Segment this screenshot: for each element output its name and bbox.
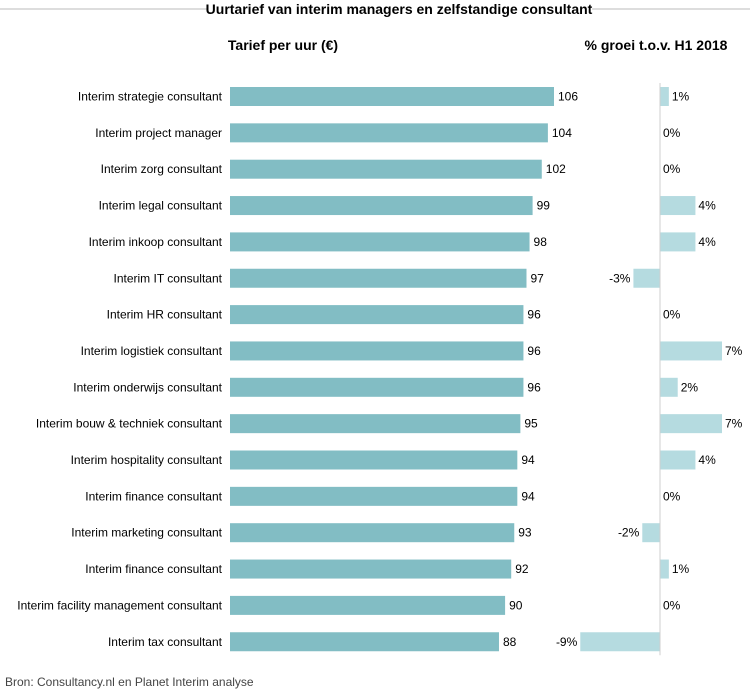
category-label: Interim IT consultant (114, 271, 223, 285)
category-label: Interim marketing consultant (71, 526, 222, 540)
growth-bar (660, 341, 722, 361)
growth-value-label: 7% (725, 417, 743, 431)
growth-value-label: 0% (663, 598, 681, 612)
growth-bar (642, 523, 660, 543)
growth-value-label: 4% (698, 453, 716, 467)
rate-bar (230, 123, 548, 143)
category-label: Interim project manager (95, 126, 222, 140)
rate-bar (230, 450, 518, 470)
rate-value-label: 90 (509, 598, 523, 612)
growth-value-label: 7% (725, 344, 743, 358)
category-label: Interim finance consultant (85, 562, 222, 576)
chart-source: Bron: Consultancy.nl en Planet Interim a… (5, 675, 254, 689)
rate-value-label: 96 (527, 308, 541, 322)
rate-value-label: 102 (546, 162, 566, 176)
rate-bar (230, 268, 527, 288)
rate-bar (230, 377, 524, 397)
category-label: Interim onderwijs consultant (73, 380, 222, 394)
growth-value-label: 0% (663, 162, 681, 176)
rate-bar (230, 559, 512, 579)
rate-bar (230, 159, 542, 179)
growth-value-label: 1% (672, 90, 690, 104)
rate-value-label: 93 (518, 526, 532, 540)
chart-rows: Interim strategie consultant 106 1% Interim… (17, 87, 743, 652)
rate-value-label: 96 (527, 380, 541, 394)
growth-bar (660, 414, 722, 434)
rate-value-label: 106 (558, 90, 578, 104)
rate-value-label: 94 (521, 453, 535, 467)
rate-bar (230, 232, 530, 252)
category-label: Interim logistiek consultant (81, 344, 223, 358)
growth-value-label: 2% (681, 380, 699, 394)
rate-value-label: 97 (530, 271, 544, 285)
growth-bar (660, 87, 669, 106)
rate-bar (230, 87, 554, 106)
growth-bar (660, 377, 678, 397)
growth-bar (633, 268, 660, 288)
growth-value-label: 1% (672, 562, 690, 576)
growth-bar (660, 196, 696, 216)
category-label: Interim bouw & techniek consultant (36, 417, 223, 431)
rate-bar (230, 486, 518, 506)
rate-value-label: 99 (537, 199, 551, 213)
rate-value-label: 104 (552, 126, 572, 140)
rate-bar (230, 632, 499, 652)
category-label: Interim inkoop consultant (89, 235, 223, 249)
rate-value-label: 96 (527, 344, 541, 358)
category-label: Interim finance consultant (85, 489, 222, 503)
rate-bar (230, 341, 524, 361)
rate-value-label: 94 (521, 489, 535, 503)
growth-value-label: -9% (556, 635, 578, 649)
growth-value-label: 0% (663, 308, 681, 322)
rate-bar (230, 196, 533, 216)
rate-bar (230, 523, 515, 543)
growth-value-label: 4% (698, 199, 716, 213)
rate-value-label: 88 (503, 635, 517, 649)
category-label: Interim facility management consultant (17, 598, 222, 612)
category-label: Interim legal consultant (99, 199, 223, 213)
rate-value-label: 98 (534, 235, 548, 249)
growth-bar (660, 232, 696, 252)
chart-title: Uurtarief van interim managers en zelfst… (206, 1, 593, 17)
growth-value-label: 0% (663, 126, 681, 140)
category-label: Interim zorg consultant (101, 162, 223, 176)
growth-bar (660, 559, 669, 579)
rate-bar (230, 414, 521, 434)
column-header-growth: % groei t.o.v. H1 2018 (585, 37, 728, 53)
category-label: Interim hospitality consultant (71, 453, 223, 467)
growth-value-label: -3% (609, 271, 631, 285)
rate-bar (230, 595, 506, 615)
rate-bar (230, 305, 524, 325)
category-label: Interim strategie consultant (78, 90, 223, 104)
rate-value-label: 95 (524, 417, 538, 431)
growth-value-label: -2% (618, 526, 640, 540)
growth-value-label: 0% (663, 489, 681, 503)
category-label: Interim tax consultant (108, 635, 223, 649)
growth-bar (580, 632, 660, 652)
growth-bar (660, 450, 696, 470)
rate-value-label: 92 (515, 562, 529, 576)
column-header-rate: Tarief per uur (€) (228, 37, 338, 53)
growth-value-label: 4% (698, 235, 716, 249)
category-label: Interim HR consultant (107, 308, 223, 322)
